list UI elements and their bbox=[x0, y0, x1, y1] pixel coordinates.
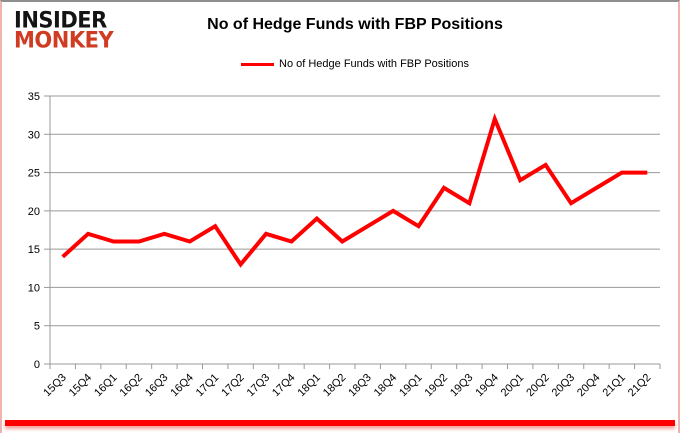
insider-monkey-logo: INSIDER MONKEY bbox=[14, 7, 114, 53]
x-axis-label: 17Q1 bbox=[194, 372, 222, 400]
logo-text-monkey: MONKEY bbox=[14, 27, 114, 53]
y-axis-label: 25 bbox=[28, 168, 40, 180]
x-axis-label: 16Q4 bbox=[168, 372, 196, 400]
x-axis-label: 20Q4 bbox=[575, 372, 603, 400]
series-line bbox=[61, 113, 648, 268]
y-axis-label: 20 bbox=[28, 206, 40, 218]
legend-label: No of Hedge Funds with FBP Positions bbox=[279, 58, 469, 70]
x-axis-label: 16Q3 bbox=[143, 372, 171, 400]
x-axis-label: 17Q4 bbox=[270, 372, 298, 400]
x-axis-label: 19Q4 bbox=[473, 372, 501, 400]
y-axis-label: 30 bbox=[28, 129, 40, 141]
y-axis-label: 15 bbox=[28, 244, 40, 256]
x-axis-label: 15Q4 bbox=[67, 372, 95, 400]
x-axis-label: 16Q2 bbox=[118, 372, 146, 400]
x-axis-label: 20Q3 bbox=[550, 372, 578, 400]
x-axis-label: 20Q2 bbox=[524, 372, 552, 400]
y-axis-label: 5 bbox=[34, 321, 40, 333]
x-axis-label: 18Q2 bbox=[321, 372, 349, 400]
x-axis-label: 19Q3 bbox=[448, 372, 476, 400]
x-axis-label: 18Q1 bbox=[295, 372, 323, 400]
x-axis-label: 20Q1 bbox=[499, 372, 527, 400]
x-axis-label: 19Q2 bbox=[423, 372, 451, 400]
x-axis-label: 21Q1 bbox=[600, 372, 628, 400]
x-axis-label: 21Q2 bbox=[626, 372, 654, 400]
y-axis-label: 35 bbox=[28, 91, 40, 103]
bottom-red-bar bbox=[5, 420, 675, 426]
x-axis-label: 18Q4 bbox=[372, 372, 400, 400]
chart-title: No of Hedge Funds with FBP Positions bbox=[207, 16, 503, 33]
y-axis-label: 0 bbox=[34, 359, 40, 371]
legend: No of Hedge Funds with FBP Positions bbox=[50, 58, 660, 70]
legend-line-swatch bbox=[241, 62, 275, 66]
x-axis-label: 15Q3 bbox=[41, 372, 69, 400]
logo-text-insider: INSIDER bbox=[14, 7, 107, 33]
x-axis-label: 16Q1 bbox=[92, 372, 120, 400]
x-axis-label: 19Q1 bbox=[397, 372, 425, 400]
x-axis-label: 17Q2 bbox=[219, 372, 247, 400]
x-axis-label: 18Q3 bbox=[346, 372, 374, 400]
x-axis-label: 17Q3 bbox=[245, 372, 273, 400]
y-axis-label: 10 bbox=[28, 282, 40, 294]
